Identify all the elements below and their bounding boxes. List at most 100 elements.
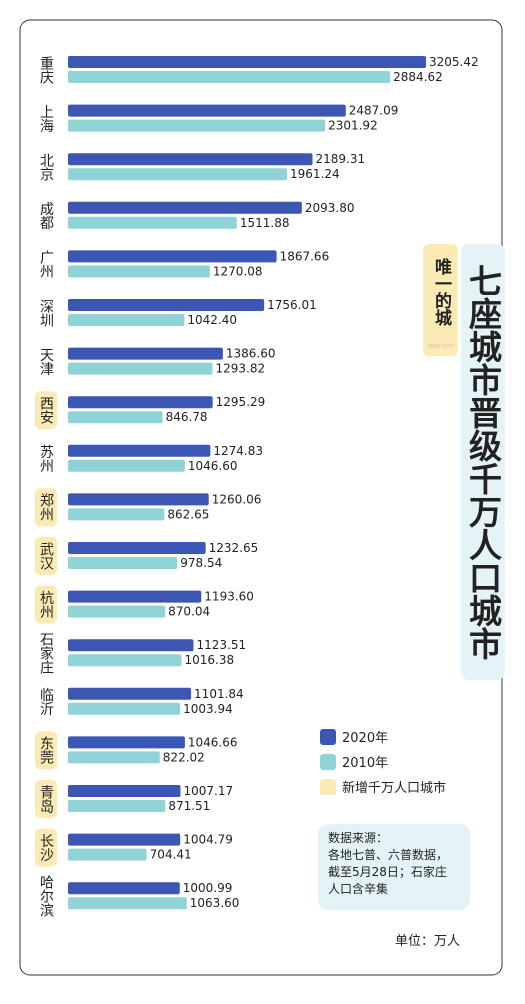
value-label: 871.51 <box>168 799 210 813</box>
value-label: 1046.60 <box>188 459 238 473</box>
value-label: 1867.66 <box>280 249 330 263</box>
value-label: 822.02 <box>163 750 205 764</box>
value-label: 1511.88 <box>240 216 290 230</box>
legend-label: 2010年 <box>342 756 388 771</box>
value-label: 1007.17 <box>183 784 233 798</box>
highlight-box <box>35 537 57 575</box>
bar <box>68 216 237 229</box>
bar <box>68 71 391 83</box>
legend-swatch <box>320 729 336 745</box>
value-label: 978.54 <box>180 556 222 570</box>
bar <box>68 362 213 375</box>
value-label: 1232.65 <box>209 541 259 555</box>
legend-swatch <box>320 754 336 770</box>
category-label: 武汉 <box>38 542 54 570</box>
bar <box>68 444 211 457</box>
value-label: 1004.79 <box>183 833 233 847</box>
category-label: 重庆 <box>38 56 54 84</box>
category-label: 哈尔滨 <box>38 875 54 917</box>
category-label: 成都 <box>38 202 54 230</box>
note-line: 各地七普、六普数据， <box>328 847 448 862</box>
value-label: 1046.66 <box>188 735 238 749</box>
legend-label: 2020年 <box>342 731 388 746</box>
note-box <box>318 824 470 910</box>
value-label: 704.41 <box>150 848 192 862</box>
chart-title: 七座城市晋级千万人口城市 <box>464 264 503 660</box>
value-label: 846.78 <box>166 410 208 424</box>
category-label: 杭州 <box>38 591 54 619</box>
value-label: 870.04 <box>168 605 210 619</box>
side-label-en: ONLY CITY <box>428 344 454 350</box>
value-label: 1270.08 <box>213 264 263 278</box>
value-label: 1386.60 <box>226 347 276 361</box>
bar <box>68 459 185 472</box>
bar <box>68 347 223 360</box>
bar <box>68 605 166 618</box>
bar <box>68 557 178 569</box>
bar <box>68 833 181 846</box>
bar <box>68 882 180 895</box>
unit-label: 单位：万人 <box>395 934 460 949</box>
note-line: 人口含辛集 <box>328 881 388 896</box>
value-label: 1042.40 <box>187 313 237 327</box>
category-label: 青岛 <box>38 785 54 813</box>
bar <box>68 411 163 424</box>
bar <box>68 687 192 700</box>
highlight-box <box>35 391 57 430</box>
category-label: 广州 <box>38 250 54 278</box>
value-label: 1260.06 <box>212 492 262 506</box>
value-label: 1274.83 <box>213 444 263 458</box>
category-label: 西安 <box>38 396 54 424</box>
highlight-box <box>35 780 57 818</box>
bar <box>68 265 210 278</box>
bar <box>68 800 166 812</box>
value-label: 1003.94 <box>183 702 233 716</box>
highlight-box <box>35 585 57 624</box>
value-label: 1000.99 <box>183 881 233 895</box>
note-line: 截至5月28日；石家庄 <box>328 864 447 879</box>
bar <box>68 590 202 603</box>
category-label: 郑州 <box>38 493 54 521</box>
bar <box>68 56 426 68</box>
category-label: 北京 <box>38 153 54 181</box>
bar <box>68 396 213 409</box>
bar <box>68 736 185 749</box>
side-label-box <box>423 244 458 356</box>
category-label: 长沙 <box>38 834 54 862</box>
value-label: 1756.01 <box>267 298 317 312</box>
bar <box>68 751 160 764</box>
value-label: 1016.38 <box>185 653 235 667</box>
value-label: 2301.92 <box>328 119 378 133</box>
bar <box>68 314 185 326</box>
highlight-box <box>35 828 57 867</box>
highlight-box <box>35 488 57 527</box>
value-label: 2487.09 <box>349 104 399 118</box>
side-label: 唯一的城 <box>431 257 452 327</box>
category-label: 天津 <box>38 348 54 376</box>
value-label: 2884.62 <box>393 70 443 84</box>
value-label: 862.65 <box>167 507 209 521</box>
bar <box>68 897 187 910</box>
bar <box>68 508 165 521</box>
bar <box>68 119 326 132</box>
bar <box>68 250 277 263</box>
bar <box>68 299 265 311</box>
category-label: 石家庄 <box>38 632 54 674</box>
bar <box>68 702 181 715</box>
highlight-box <box>35 731 57 770</box>
title-box <box>461 244 505 680</box>
bar <box>68 785 181 797</box>
category-label: 苏州 <box>38 445 54 473</box>
value-label: 1063.60 <box>190 896 240 910</box>
category-label: 深圳 <box>38 299 54 327</box>
category-label: 临沂 <box>38 688 54 716</box>
value-label: 1101.84 <box>194 687 244 701</box>
bar <box>68 104 346 117</box>
bar <box>68 639 194 652</box>
value-label: 2093.80 <box>305 201 355 215</box>
value-label: 1193.60 <box>204 590 254 604</box>
bar <box>68 542 206 554</box>
legend-swatch <box>320 779 336 795</box>
bar <box>68 153 313 166</box>
